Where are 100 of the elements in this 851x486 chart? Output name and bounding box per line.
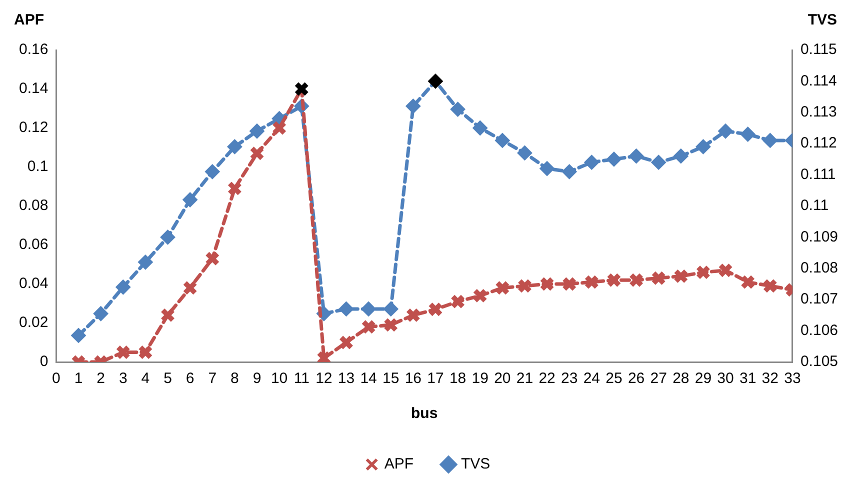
y2-axis-title: TVS xyxy=(808,12,837,29)
y2-tick-label: 0.107 xyxy=(800,290,838,308)
x-tick-label: 30 xyxy=(717,370,734,388)
point xyxy=(651,154,666,170)
point xyxy=(71,328,86,343)
point xyxy=(540,161,555,176)
point xyxy=(294,82,310,96)
point xyxy=(428,74,443,89)
point xyxy=(249,124,264,139)
y2-tick-label: 0.109 xyxy=(800,228,838,246)
point xyxy=(472,288,488,304)
x-tick-label: 4 xyxy=(141,370,150,388)
point xyxy=(160,230,176,245)
point xyxy=(762,278,778,294)
x-tick-label: 25 xyxy=(606,370,622,388)
point xyxy=(740,126,756,142)
x-tick-label: 12 xyxy=(316,370,332,388)
x-tick-label: 18 xyxy=(449,370,466,388)
x-tick-label: 26 xyxy=(628,370,645,388)
point xyxy=(227,139,242,154)
point xyxy=(138,254,153,270)
point xyxy=(562,164,577,180)
x-tick-label: 5 xyxy=(164,370,172,388)
x-tick-label: 15 xyxy=(382,370,400,388)
point xyxy=(361,301,376,316)
x-tick-label: 8 xyxy=(230,370,239,388)
y-tick-label: 0.02 xyxy=(18,314,48,332)
y2-tick-label: 0.108 xyxy=(800,260,838,277)
point xyxy=(606,152,622,167)
y2-tick-label: 0.113 xyxy=(800,104,837,121)
point xyxy=(718,124,734,139)
x-tick-label: 6 xyxy=(186,370,194,388)
y-tick-label: 0.12 xyxy=(18,119,48,136)
y2-tick-label: 0.115 xyxy=(800,41,837,58)
point xyxy=(428,302,443,317)
point xyxy=(628,148,644,164)
x-tick-label: 0 xyxy=(52,370,60,388)
point xyxy=(406,98,421,114)
point xyxy=(450,102,466,117)
point xyxy=(182,192,198,208)
y2-tick-label: 0.106 xyxy=(800,322,838,339)
x-tick-label: 22 xyxy=(538,370,556,388)
x-tick-label: 19 xyxy=(472,370,488,388)
x-tick-label: 14 xyxy=(360,370,377,388)
x-tick-label: 2 xyxy=(96,370,105,388)
x-tick-label: 17 xyxy=(427,370,444,388)
x-tick-label: 28 xyxy=(672,370,690,388)
point xyxy=(93,306,108,322)
y2-tick-label: 0.114 xyxy=(800,72,837,90)
point xyxy=(584,274,600,290)
point xyxy=(517,145,532,160)
point xyxy=(540,276,554,292)
y2-tick-label: 0.112 xyxy=(800,134,837,152)
point xyxy=(472,120,488,136)
point xyxy=(584,154,600,170)
point xyxy=(762,132,778,148)
y-tick-label: 0.04 xyxy=(18,275,48,292)
y-tick-label: 0.16 xyxy=(18,41,48,58)
point xyxy=(116,280,131,295)
point xyxy=(182,280,198,296)
point xyxy=(673,268,688,284)
x-tick-label: 3 xyxy=(118,370,128,388)
point xyxy=(383,318,398,332)
y2-tick-label: 0.105 xyxy=(800,353,838,370)
x-tick-label: 23 xyxy=(561,370,578,388)
point xyxy=(651,270,666,286)
point xyxy=(696,264,711,280)
legend-label: TVS xyxy=(461,456,490,473)
point xyxy=(406,308,421,323)
x-tick-label: 7 xyxy=(208,370,217,388)
point xyxy=(383,301,398,316)
point xyxy=(606,272,622,288)
y-tick-label: 0.06 xyxy=(18,236,48,254)
point xyxy=(450,294,466,309)
y2-tick-label: 0.111 xyxy=(800,166,836,183)
point xyxy=(160,308,176,323)
legend-label: APF xyxy=(384,456,414,473)
point xyxy=(673,148,688,164)
point xyxy=(628,272,644,288)
point xyxy=(494,280,510,296)
point xyxy=(338,301,354,316)
point xyxy=(718,262,733,278)
point xyxy=(272,120,287,136)
x-tick-label: 13 xyxy=(338,370,355,388)
x-tick-label: 21 xyxy=(516,370,534,388)
x-tick-label: 33 xyxy=(784,370,801,388)
point xyxy=(696,139,711,154)
x-tick-label: 10 xyxy=(270,370,288,388)
point xyxy=(562,276,577,292)
x-tick-label: 24 xyxy=(583,370,600,388)
x-tick-label: 20 xyxy=(494,370,511,388)
x-tick-label: 16 xyxy=(404,370,422,388)
y-tick-label: 0.14 xyxy=(18,80,48,98)
point xyxy=(494,132,510,148)
y-tick-label: 0 xyxy=(40,353,48,370)
x-tick-label: 29 xyxy=(694,370,712,388)
point xyxy=(204,164,220,180)
point xyxy=(517,278,532,294)
point xyxy=(227,181,242,196)
point xyxy=(338,335,354,350)
